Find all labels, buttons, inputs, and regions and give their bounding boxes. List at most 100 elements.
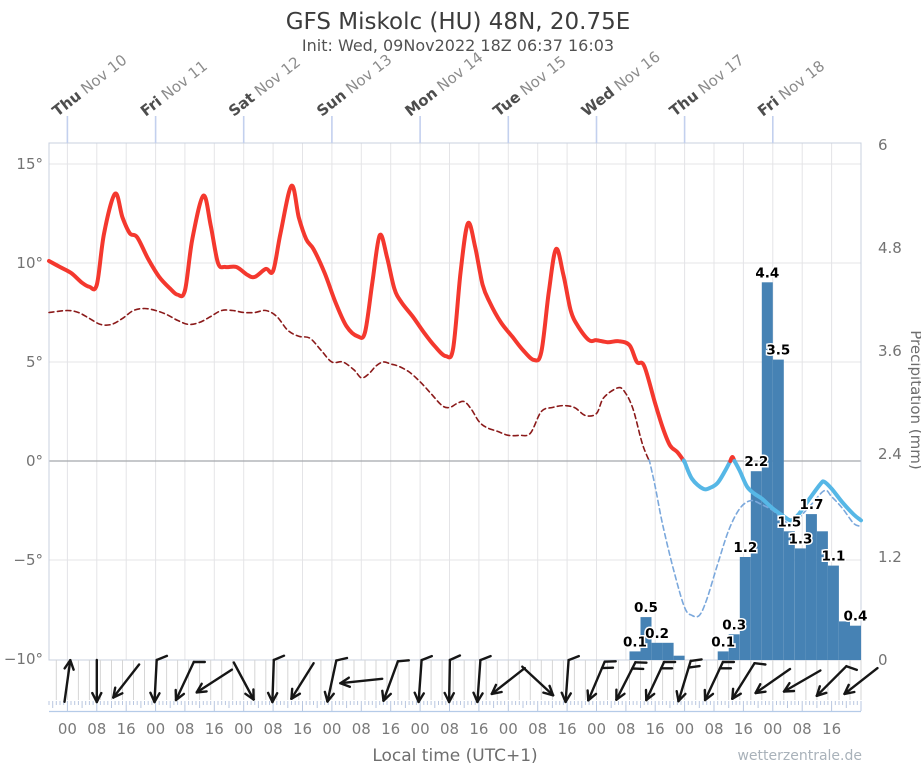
barb-arrowhead [843, 683, 850, 696]
precip-bar [651, 642, 663, 660]
barb-arrowhead [382, 692, 392, 702]
barb-arrowhead [843, 690, 856, 696]
wind-barb [443, 654, 462, 704]
barb-arrowhead [586, 689, 590, 702]
hour-label: 08 [528, 720, 547, 738]
barb-arrowhead [195, 682, 203, 694]
dewpoint-curve-segment [48, 307, 651, 462]
barb-shaft [232, 661, 255, 701]
wind-barb [339, 676, 384, 688]
plot-frame [48, 142, 862, 661]
barb-shaft [290, 662, 315, 700]
barb-arrowhead [339, 682, 351, 688]
barb-shaft [490, 666, 526, 696]
barb-arrowhead [95, 691, 103, 704]
precip-value-label: 1.5 [777, 514, 801, 530]
wind-barb [413, 654, 433, 704]
hour-label: 00 [322, 720, 341, 738]
grid-layer [48, 142, 862, 661]
wind-barb [472, 654, 492, 704]
y-left-tick-label: −5° [13, 551, 43, 569]
wind-barb [232, 661, 255, 701]
hour-label: 16 [469, 720, 488, 738]
barb-feather [689, 658, 703, 663]
barb-arrowhead [587, 692, 598, 702]
temperature-curve-segment [681, 458, 733, 492]
y-right-tick-label: 2.4 [878, 445, 902, 463]
barb-feather [420, 654, 433, 662]
wind-barb [731, 662, 767, 700]
barb-feather [396, 659, 410, 663]
wind-barb [149, 654, 169, 704]
precipitation-bars [629, 282, 861, 660]
hour-label: 00 [411, 720, 430, 738]
barb-arrowhead [815, 691, 828, 697]
y-right-tick-label: 3.6 [878, 342, 902, 360]
barb-shaft [63, 659, 72, 703]
barb-arrowhead [731, 692, 742, 700]
barb-arrowhead [472, 691, 479, 704]
barb-shaft [271, 658, 275, 704]
hour-label: 08 [704, 720, 723, 738]
hour-label: 08 [440, 720, 459, 738]
barb-shaft [112, 663, 141, 699]
day-label: Sun Nov 13 [313, 51, 395, 121]
hour-label: 08 [616, 720, 635, 738]
hour-label: 08 [793, 720, 812, 738]
wind-barb [703, 660, 736, 702]
barb-shaft [447, 658, 452, 704]
day-label: Fri Nov 11 [137, 57, 211, 120]
wind-barbs [63, 654, 879, 704]
wind-barb [490, 666, 526, 696]
wind-barb [323, 656, 349, 703]
wind-barb [195, 668, 234, 694]
barb-arrowhead [754, 690, 767, 695]
y-right-tick-label: 4.8 [878, 239, 902, 257]
barb-arrowhead [195, 690, 208, 694]
barb-arrowhead [339, 676, 350, 685]
precip-value-label: 0.2 [645, 626, 669, 642]
precip-bar [750, 471, 762, 660]
barb-arrowhead [815, 685, 821, 697]
precip-bar [816, 531, 828, 660]
precip-value-label: 3.5 [766, 343, 790, 359]
y-axis-right-label: Precipitation (mm) [907, 330, 921, 469]
barb-arrowhead [244, 692, 255, 701]
barb-arrowhead [112, 692, 124, 699]
barb-shaft [174, 660, 196, 702]
wind-barb [112, 663, 141, 699]
barb-arrowhead [645, 692, 656, 702]
wind-barb [843, 666, 879, 696]
hour-label: 00 [587, 720, 606, 738]
barb-arrowhead [69, 659, 75, 671]
precip-bar [839, 621, 850, 660]
hour-label: 16 [734, 720, 753, 738]
dewpoint-curve [48, 307, 862, 618]
barb-arrowhead [271, 692, 279, 704]
day-label: Mon Nov 14 [401, 48, 486, 120]
hour-label: 16 [822, 720, 841, 738]
temperature-curve-segment [732, 459, 863, 523]
precip-bar [783, 531, 795, 660]
barb-arrowhead [323, 690, 329, 703]
hour-label: 16 [646, 720, 665, 738]
chart-title: GFS Miskolc (HU) 48N, 20.75E [286, 9, 631, 35]
barb-arrowhead [615, 692, 626, 701]
barb-arrowhead [782, 689, 796, 693]
barb-feather [448, 654, 462, 662]
barb-arrowhead [290, 692, 302, 700]
wind-barb [290, 662, 315, 700]
barb-arrowhead [174, 692, 186, 702]
precip-bar [640, 617, 652, 660]
precip-value-label: 0.1 [711, 634, 735, 650]
barb-arrowhead [381, 689, 385, 702]
precip-bar [761, 282, 773, 660]
barb-shaft [815, 665, 848, 697]
barb-arrowhead [443, 691, 451, 704]
barb-arrowhead [326, 692, 335, 703]
barb-arrowhead [677, 692, 687, 703]
precip-bar [827, 565, 839, 660]
day-label: Thu Nov 17 [666, 51, 748, 120]
day-label: Sat Nov 12 [225, 53, 304, 120]
